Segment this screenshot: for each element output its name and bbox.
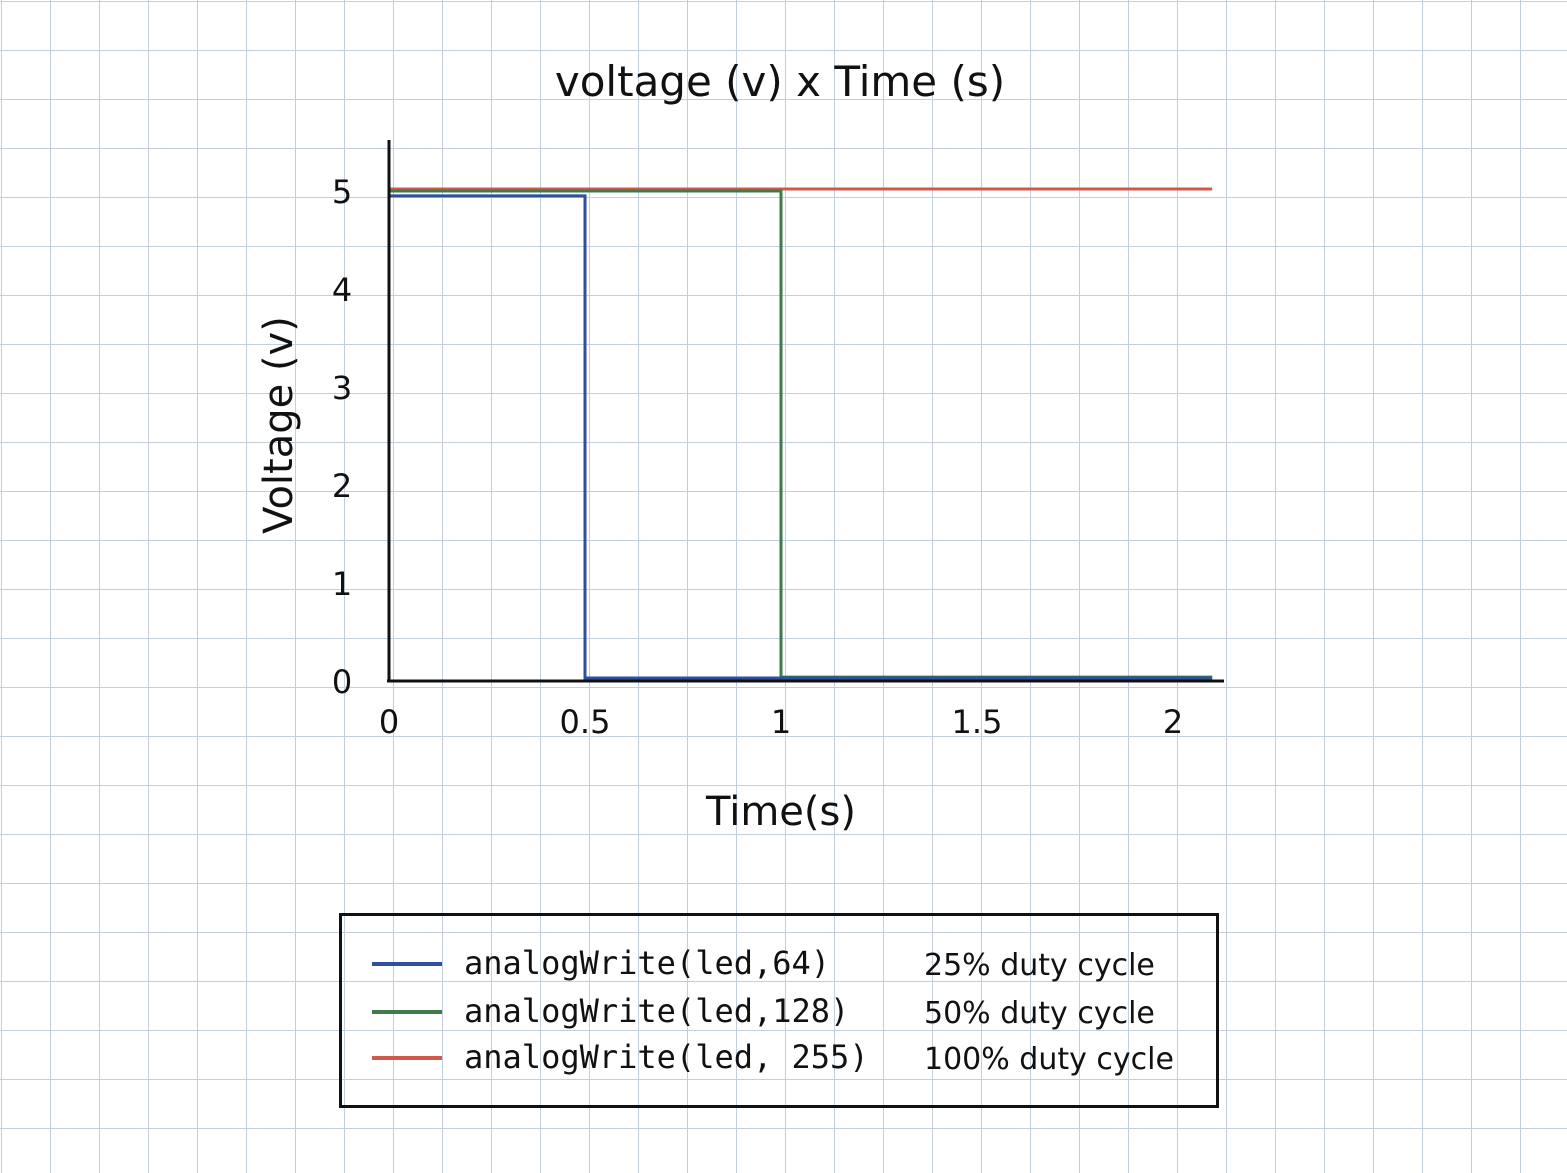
legend-item: analogWrite(led,128) 50% duty cycle (342, 988, 1216, 1034)
x-tick-label: 1 (771, 703, 791, 741)
y-tick-label: 5 (332, 173, 352, 211)
x-tick-label: 0.5 (560, 703, 611, 741)
legend-label: analogWrite(led,64) (464, 944, 831, 982)
legend-note: 25% duty cycle (924, 948, 1155, 983)
legend-swatch (372, 962, 442, 966)
series-line-1 (389, 189, 1213, 679)
y-tick-label: 4 (332, 271, 352, 309)
legend: analogWrite(led,64) 25% duty cycle analogW… (339, 913, 1219, 1108)
y-tick-label: 2 (332, 467, 352, 505)
y-tick-labels: 0 1 2 3 4 5 (332, 173, 352, 701)
legend-note: 50% duty cycle (924, 996, 1155, 1031)
x-tick-label: 2 (1163, 703, 1183, 741)
legend-swatch (372, 1010, 442, 1014)
legend-label: analogWrite(led,128) (464, 992, 850, 1030)
series-lines (389, 187, 1213, 680)
x-axis-label: Time(s) (705, 789, 856, 835)
chart-title: voltage (v) x Time (s) (555, 57, 1005, 106)
y-tick-label: 1 (332, 565, 352, 603)
y-axis-label: Voltage (v) (256, 316, 302, 534)
y-tick-label: 3 (332, 369, 352, 407)
series-line-0 (389, 194, 1213, 680)
x-tick-label: 0 (379, 703, 399, 741)
legend-note: 100% duty cycle (924, 1042, 1174, 1077)
legend-item: analogWrite(led,64) 25% duty cycle (342, 940, 1216, 986)
legend-label: analogWrite(led, 255) (464, 1038, 869, 1076)
y-tick-label: 0 (332, 663, 352, 701)
x-tick-label: 1.5 (952, 703, 1003, 741)
legend-swatch (372, 1056, 442, 1060)
x-tick-labels: 0 0.5 1 1.5 2 (379, 703, 1183, 741)
legend-item: analogWrite(led, 255) 100% duty cycle (342, 1034, 1216, 1080)
